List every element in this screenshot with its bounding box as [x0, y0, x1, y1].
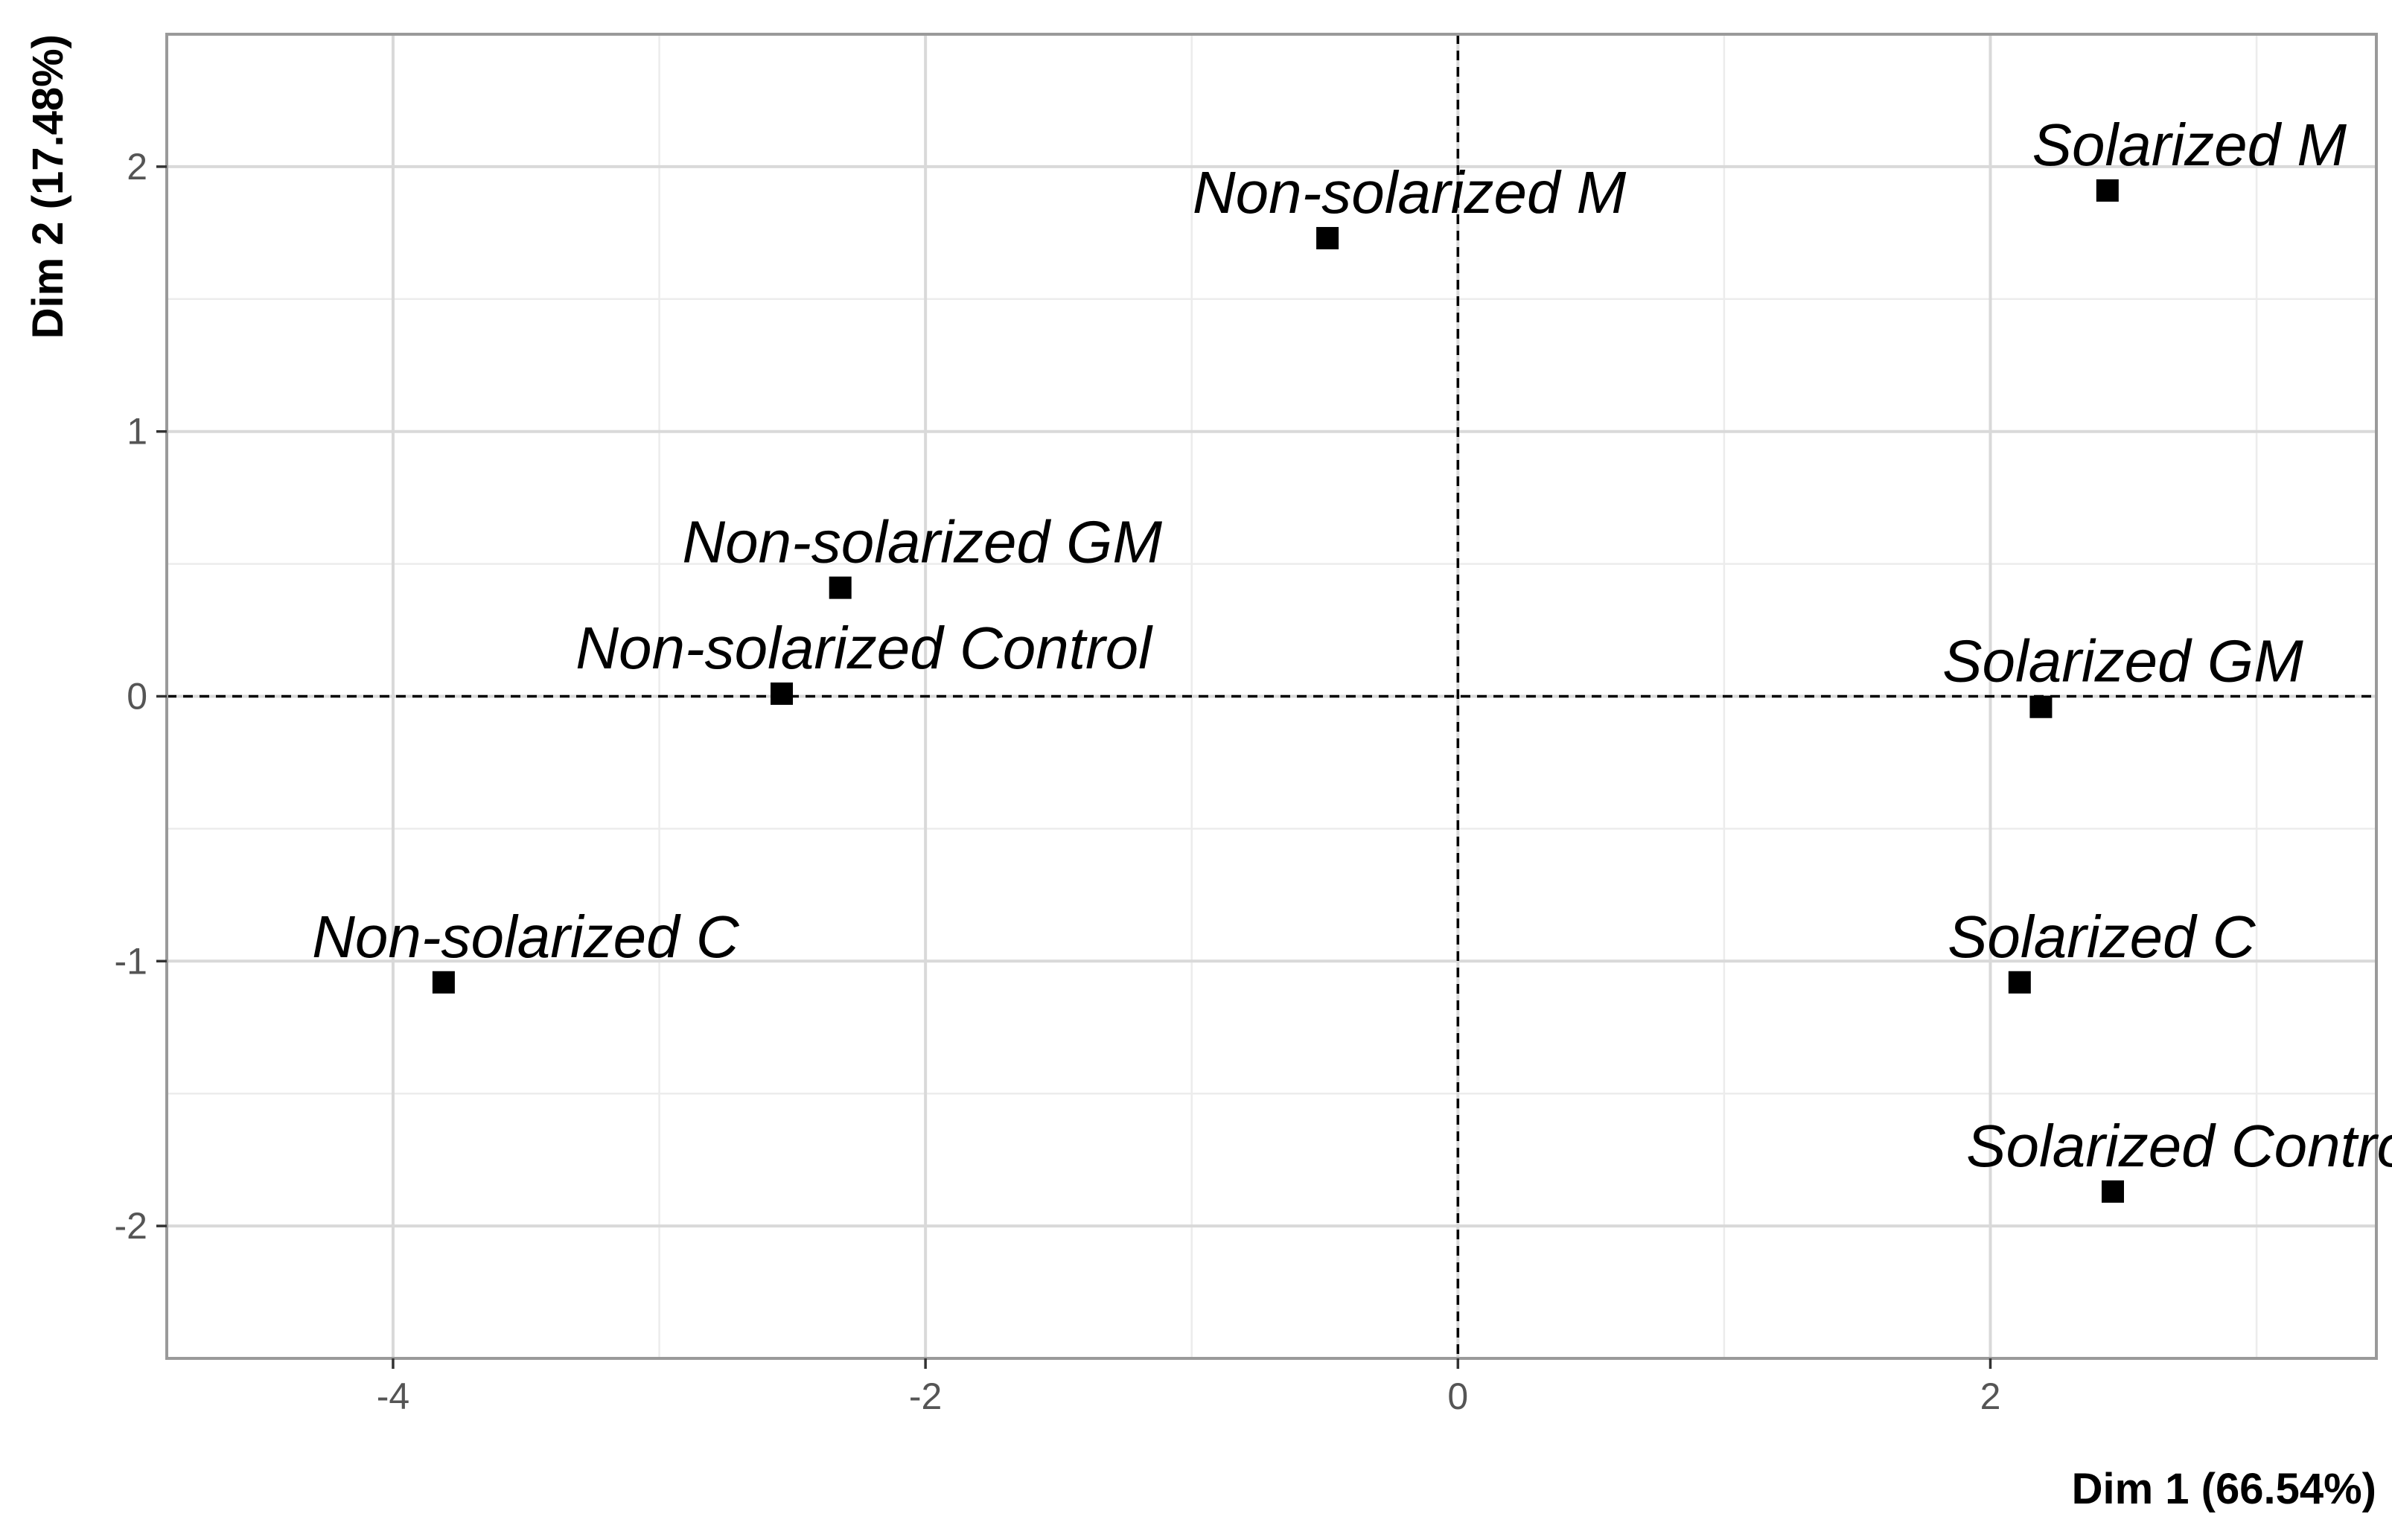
- data-points: [432, 179, 2124, 1203]
- data-point: [2008, 971, 2031, 994]
- x-tick-label: 0: [1447, 1376, 1468, 1417]
- data-point: [432, 971, 455, 994]
- y-tick-label: 0: [127, 676, 147, 718]
- y-tick-label: -2: [115, 1205, 147, 1247]
- reference-lines: [167, 34, 2376, 1358]
- x-tick-label: -4: [377, 1376, 409, 1417]
- point-labels: Solarized M Non-solarized M Non-solarized …: [312, 112, 2392, 1179]
- point-label: Non-solarized Control: [575, 615, 1153, 681]
- point-label: Solarized GM: [1942, 628, 2303, 694]
- point-label: Non-solarized C: [312, 904, 740, 970]
- y-tick-label: -1: [115, 940, 147, 982]
- y-axis-title: Dim 2 (17.48%): [24, 34, 72, 339]
- data-point: [2101, 1180, 2124, 1203]
- x-tick-label: -2: [909, 1376, 942, 1417]
- axis-ticks: -4 -2 0 2 -2 -1 0 1 2: [115, 146, 2001, 1417]
- point-label: Solarized C: [1948, 904, 2257, 970]
- data-point: [1316, 226, 1339, 249]
- data-point: [829, 576, 852, 599]
- point-label: Solarized M: [2032, 112, 2347, 178]
- x-axis-title: Dim 1 (66.54%): [2072, 1465, 2376, 1513]
- x-tick-label: 2: [1980, 1376, 2001, 1417]
- data-point: [771, 682, 794, 705]
- point-label: Solarized Control: [1966, 1113, 2392, 1179]
- y-tick-label: 1: [127, 411, 147, 453]
- y-tick-label: 2: [127, 146, 147, 188]
- point-label: Non-solarized M: [1193, 159, 1627, 226]
- point-label: Non-solarized GM: [682, 509, 1162, 575]
- data-point: [2029, 695, 2053, 718]
- data-point: [2096, 179, 2119, 202]
